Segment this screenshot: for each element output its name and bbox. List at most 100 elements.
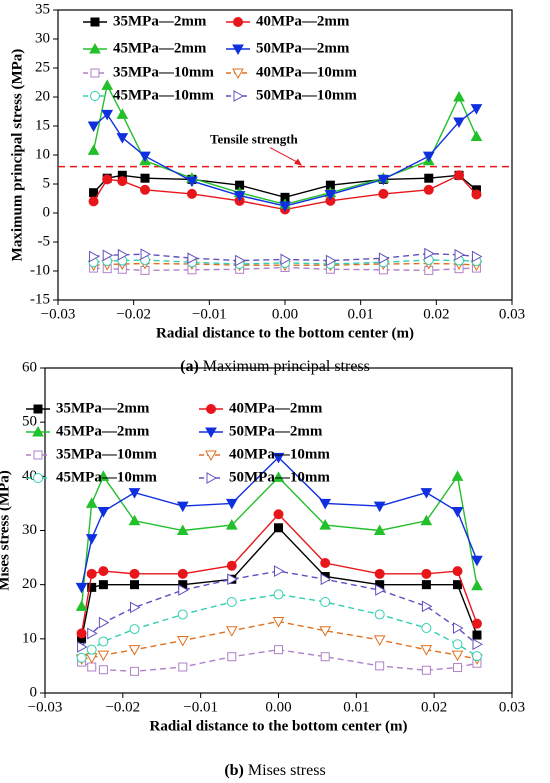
series-line (93, 262, 477, 266)
legend-label: 50MPa—10mm (256, 87, 357, 103)
marker (377, 174, 390, 186)
marker (102, 249, 114, 262)
marker (140, 248, 152, 261)
marker (225, 626, 238, 637)
marker (452, 566, 463, 577)
marker (273, 589, 284, 600)
x-tick-label: 0.00 (265, 699, 291, 715)
reference-arrow (269, 147, 301, 165)
y-axis-label: Mises stress (MPa) (0, 470, 12, 591)
marker (128, 645, 141, 656)
series-line (80, 456, 478, 588)
marker (129, 568, 140, 579)
y-tick-label: 10 (35, 146, 50, 162)
marker (32, 425, 44, 437)
marker (90, 91, 100, 101)
marker (421, 623, 432, 633)
x-tick-label: −0.03 (41, 306, 76, 322)
legend-label: 40MPa—10mm (256, 64, 357, 80)
x-tick-label: 0.01 (343, 699, 369, 715)
caption-label: (b) (224, 762, 244, 779)
marker (424, 247, 435, 260)
y-tick-label: 5 (43, 175, 51, 191)
marker (33, 473, 43, 483)
reference-arrowhead (294, 158, 302, 166)
marker (85, 497, 98, 508)
marker (375, 584, 386, 596)
marker (424, 173, 434, 183)
marker (117, 248, 129, 261)
y-tick-label: 20 (35, 88, 50, 104)
marker (422, 151, 435, 163)
marker (226, 560, 237, 571)
y-tick-label: 30 (35, 30, 50, 46)
marker (89, 188, 99, 198)
marker (116, 133, 129, 144)
marker (98, 636, 109, 647)
marker (76, 652, 87, 663)
y-tick-label: 0 (30, 684, 38, 700)
marker (273, 509, 284, 520)
x-tick-label: −0.01 (183, 699, 218, 715)
marker (77, 641, 88, 653)
x-tick-label: 0.02 (421, 699, 447, 715)
marker (86, 644, 97, 655)
marker (421, 568, 432, 579)
marker (139, 151, 151, 163)
marker (176, 501, 189, 513)
caption-label: (a) (180, 358, 199, 375)
caption: (b) Mises stress (224, 762, 325, 779)
marker (87, 121, 100, 133)
marker (86, 568, 97, 579)
marker (232, 68, 244, 80)
series-line (93, 266, 477, 272)
legend-label: 35MPa—2mm (113, 13, 207, 29)
marker (226, 597, 237, 607)
marker (452, 639, 463, 650)
legend-label: 50MPa—2mm (256, 40, 350, 56)
y-axis-label: Maximum principal stress (MPa) (9, 49, 25, 262)
y-tick-label: 50 (22, 414, 37, 430)
marker (177, 609, 188, 620)
marker (453, 663, 463, 673)
marker (128, 488, 141, 499)
marker (378, 252, 390, 265)
legend-label: 40MPa—10mm (229, 446, 330, 462)
marker (97, 507, 110, 518)
marker (117, 176, 128, 187)
marker (378, 188, 389, 199)
marker (101, 79, 114, 90)
marker (98, 566, 109, 577)
legend-label: 35MPa—10mm (56, 446, 157, 462)
legend-label: 50MPa—10mm (229, 469, 330, 485)
marker (319, 519, 332, 530)
marker (187, 252, 198, 265)
marker (87, 627, 98, 640)
marker (89, 42, 101, 54)
marker (471, 651, 482, 662)
marker (453, 90, 465, 102)
marker (176, 524, 189, 535)
marker (90, 68, 100, 78)
x-tick-label: −0.02 (116, 306, 151, 322)
marker (279, 201, 291, 213)
marker (186, 176, 198, 188)
marker (374, 609, 385, 620)
y-tick-label: -10 (30, 262, 50, 278)
marker (129, 624, 140, 635)
legend-label: 35MPa—10mm (113, 64, 214, 80)
marker (320, 558, 331, 568)
marker (101, 109, 114, 121)
y-tick-label: 25 (35, 59, 50, 75)
y-tick-label: -15 (30, 291, 50, 307)
marker (87, 662, 97, 672)
marker (232, 44, 244, 56)
marker (33, 404, 43, 414)
marker (274, 523, 283, 533)
marker (85, 534, 98, 545)
marker (233, 17, 243, 27)
y-tick-label: 10 (22, 630, 37, 646)
marker (454, 170, 465, 181)
x-axis-label: Radial distance to the bottom center (m) (156, 325, 414, 341)
caption-text: Mises stress (248, 762, 326, 779)
